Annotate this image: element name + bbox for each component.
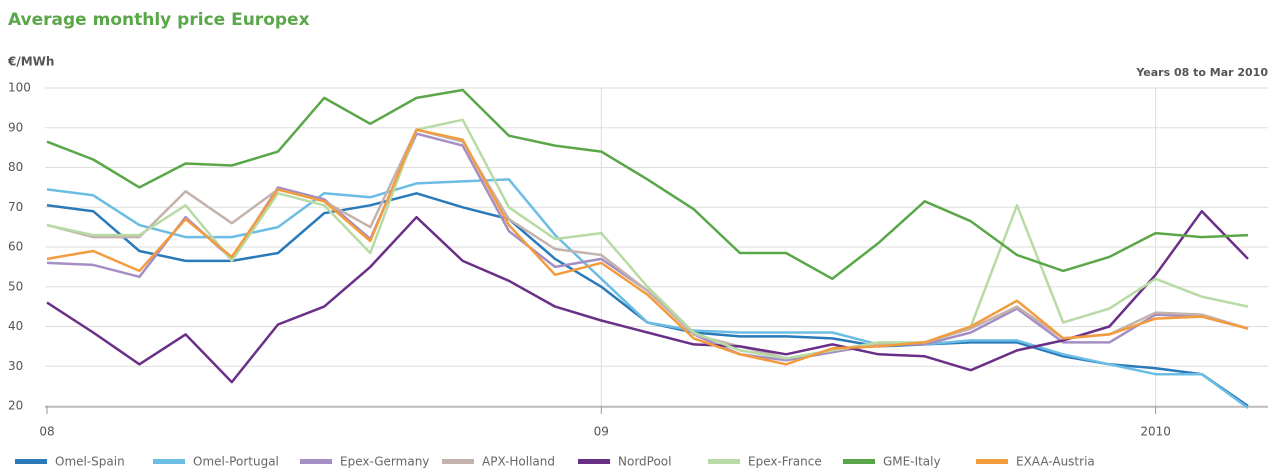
legend-swatch bbox=[442, 459, 474, 464]
y-tick-label: 20 bbox=[8, 399, 23, 413]
y-tick-label: 50 bbox=[8, 279, 23, 293]
legend-label: Epex-France bbox=[748, 455, 822, 469]
legend-swatch bbox=[15, 459, 47, 464]
y-tick-label: 30 bbox=[8, 359, 23, 373]
legend-swatch bbox=[843, 459, 875, 464]
legend-label: EXAA-Austria bbox=[1016, 455, 1095, 469]
x-tick-label: 09 bbox=[594, 425, 609, 439]
legend-swatch bbox=[578, 459, 610, 464]
y-axis-label: €/MWh bbox=[7, 55, 54, 69]
legend-swatch bbox=[708, 459, 740, 464]
chart-title: Average monthly price Europex bbox=[8, 10, 310, 30]
y-tick-label: 60 bbox=[8, 240, 23, 254]
y-tick-label: 80 bbox=[8, 160, 23, 174]
series-line bbox=[46, 118, 1249, 360]
x-tick-label: 08 bbox=[39, 425, 54, 439]
legend-swatch bbox=[300, 459, 332, 464]
legend-label: GME-Italy bbox=[883, 455, 941, 469]
legend-label: APX-Holland bbox=[482, 455, 555, 469]
y-tick-label: 70 bbox=[8, 200, 23, 214]
y-tick-label: 100 bbox=[8, 81, 31, 95]
series-line bbox=[46, 88, 1249, 281]
legend-swatch bbox=[153, 459, 185, 464]
y-tick-label: 40 bbox=[8, 319, 23, 333]
series-line bbox=[46, 209, 1249, 384]
subtitle: Years 08 to Mar 2010 bbox=[1135, 66, 1268, 79]
x-tick-label: 2010 bbox=[1140, 425, 1171, 439]
y-tick-label: 90 bbox=[8, 120, 23, 134]
legend-label: Omel-Spain bbox=[55, 455, 125, 469]
legend-swatch bbox=[976, 459, 1008, 464]
series-line bbox=[46, 128, 1249, 360]
legend-label: NordPool bbox=[618, 455, 671, 469]
legend-label: Epex-Germany bbox=[340, 455, 429, 469]
series-line bbox=[46, 128, 1249, 366]
legend-label: Omel-Portugal bbox=[193, 455, 279, 469]
series-line bbox=[46, 192, 1249, 408]
